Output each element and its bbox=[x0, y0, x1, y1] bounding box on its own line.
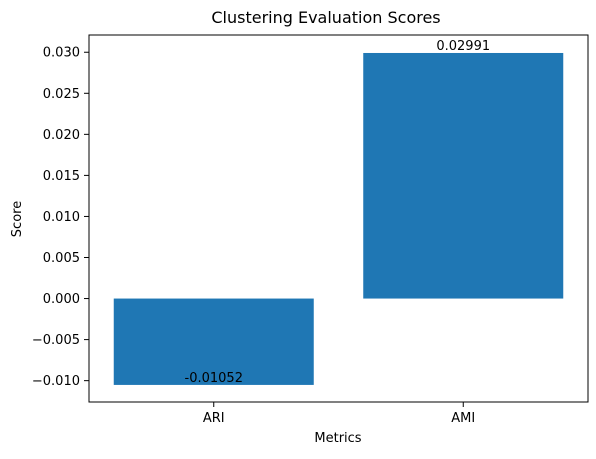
y-tick-label: −0.010 bbox=[32, 374, 80, 389]
x-tick-label-ari: ARI bbox=[203, 411, 225, 426]
chart-title: Clustering Evaluation Scores bbox=[211, 8, 440, 27]
y-tick-label: 0.025 bbox=[43, 87, 80, 102]
x-tick-label-ami: AMI bbox=[451, 411, 475, 426]
y-tick-label: 0.005 bbox=[43, 251, 80, 266]
bar-ami bbox=[363, 52, 564, 299]
y-axis-label: Score bbox=[10, 201, 25, 237]
axes-frame bbox=[88, 34, 589, 403]
y-tick-label: 0.020 bbox=[43, 128, 80, 143]
value-label-ari: -0.01052 bbox=[185, 371, 243, 386]
bar-ari bbox=[113, 298, 314, 385]
y-tick-label: 0.015 bbox=[43, 169, 80, 184]
value-label-ami: 0.02991 bbox=[436, 39, 490, 54]
x-axis-label: Metrics bbox=[314, 431, 361, 446]
y-tick-label: −0.005 bbox=[32, 333, 80, 348]
plot-area: -0.01052 ARI 0.02991 AMI −0.010 −0.005 0.000 0.… bbox=[32, 34, 589, 426]
y-tick-label: 0.030 bbox=[43, 46, 80, 61]
y-tick-label: 0.000 bbox=[43, 292, 80, 307]
y-tick-label: 0.010 bbox=[43, 210, 80, 225]
